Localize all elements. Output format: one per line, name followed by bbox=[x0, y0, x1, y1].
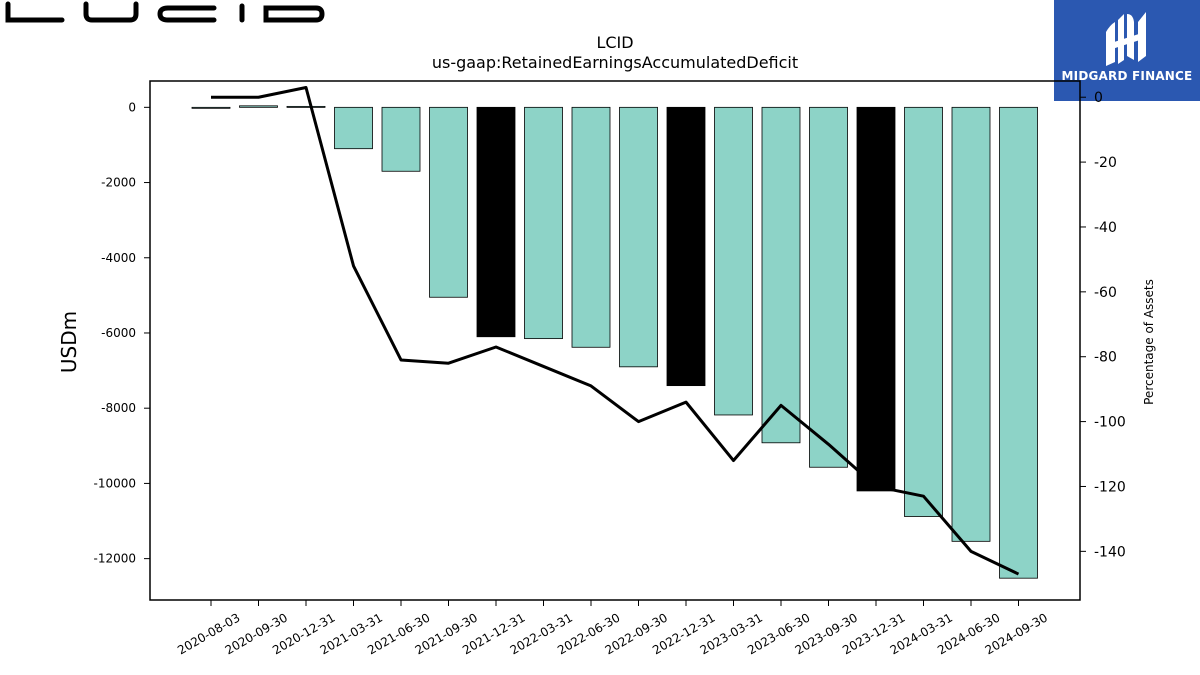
bar bbox=[856, 106, 896, 492]
y-tick-label: 0 bbox=[128, 100, 136, 114]
y2-tick-label: -80 bbox=[1094, 350, 1117, 366]
bar bbox=[951, 106, 991, 542]
y-tick-label: -2000 bbox=[101, 176, 136, 190]
bar bbox=[524, 106, 563, 340]
lucid-logo bbox=[5, 1, 325, 23]
y-tick-label: -6000 bbox=[101, 326, 136, 340]
bar bbox=[191, 106, 231, 109]
midgard-finance-badge: MIDGARD FINANCE bbox=[1054, 0, 1200, 101]
y-tick-label: -8000 bbox=[101, 401, 136, 415]
midgard-logo-icon bbox=[1106, 12, 1146, 66]
y-axis-label: USDm bbox=[57, 311, 81, 373]
bar bbox=[334, 106, 373, 150]
y-tick-label: -10000 bbox=[93, 476, 136, 490]
bar bbox=[381, 106, 421, 172]
y-tick-label: -12000 bbox=[93, 552, 136, 566]
y2-tick-label: -40 bbox=[1094, 220, 1117, 236]
y2-tick-label: -60 bbox=[1094, 285, 1117, 301]
bar bbox=[904, 106, 943, 517]
y2-tick-label: 0 bbox=[1094, 90, 1103, 106]
bar bbox=[619, 106, 658, 368]
bar bbox=[239, 105, 278, 108]
bar bbox=[809, 106, 848, 468]
right-axis: 0 -20 -40 -60 -80 -100 -120 -140 bbox=[1080, 90, 1126, 560]
bar bbox=[429, 106, 468, 298]
bar bbox=[761, 106, 801, 444]
y2-tick-label: -100 bbox=[1094, 415, 1126, 431]
bar bbox=[666, 106, 706, 387]
left-axis: 0 -2000 -4000 -6000 -8000 -10000 -12000 bbox=[93, 100, 150, 566]
y2-axis-label: Percentage of Assets bbox=[1142, 279, 1156, 405]
bar bbox=[714, 106, 753, 416]
bar bbox=[999, 106, 1038, 579]
bar bbox=[476, 106, 516, 338]
y2-tick-label: -20 bbox=[1094, 155, 1117, 171]
chart-title: LCID bbox=[596, 33, 633, 52]
y2-tick-label: -120 bbox=[1094, 479, 1126, 495]
bars-layer bbox=[191, 105, 1038, 579]
plot-frame bbox=[149, 80, 1081, 601]
y2-tick-label: -140 bbox=[1094, 544, 1126, 560]
line-layer bbox=[211, 85, 1020, 576]
x-axis: 2020-08-032020-09-302020-12-312021-03-31… bbox=[175, 600, 1050, 657]
badge-text: MIDGARD FINANCE bbox=[1061, 69, 1193, 83]
bar bbox=[571, 106, 611, 348]
chart-subtitle: us-gaap:RetainedEarningsAccumulatedDefic… bbox=[432, 53, 798, 72]
bar bbox=[286, 105, 326, 108]
series-line bbox=[211, 85, 1020, 576]
y-tick-label: -4000 bbox=[101, 251, 136, 265]
